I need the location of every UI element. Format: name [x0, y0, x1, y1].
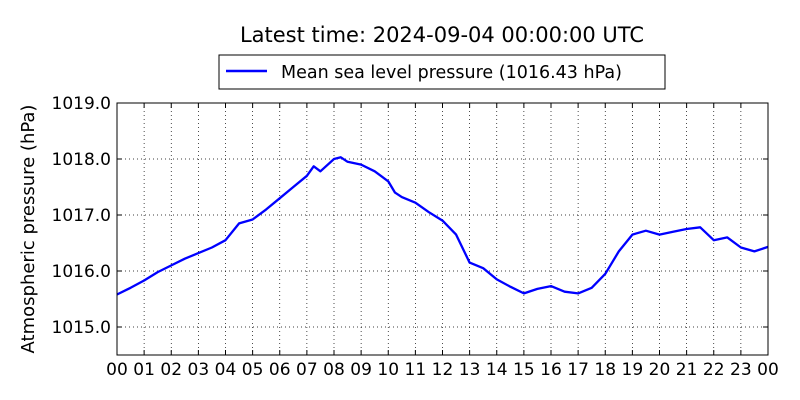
plot-frame	[116, 102, 769, 356]
y-tick-label: 1015.0	[52, 318, 111, 338]
grid	[117, 103, 768, 355]
x-tick-label: 07	[296, 360, 318, 380]
x-tick-label: 00	[757, 360, 779, 380]
x-tick-label: 04	[215, 360, 237, 380]
x-tick-label: 11	[405, 360, 427, 380]
x-tick-label: 12	[432, 360, 454, 380]
x-tick-label: 22	[703, 360, 725, 380]
x-tick-label: 05	[242, 360, 264, 380]
x-tick-label: 21	[676, 360, 698, 380]
legend: Mean sea level pressure (1016.43 hPa)	[218, 54, 666, 90]
y-axis-label: Atmospheric pressure (hPa)	[18, 105, 39, 354]
legend-label: Mean sea level pressure (1016.43 hPa)	[281, 63, 622, 83]
x-tick-label: 18	[594, 360, 616, 380]
x-tick-label: 20	[649, 360, 671, 380]
x-tick-label: 00	[106, 360, 128, 380]
chart-title: Latest time: 2024-09-04 00:00:00 UTC	[240, 23, 644, 47]
x-tick-label: 03	[188, 360, 210, 380]
y-tick-label: 1016.0	[52, 262, 111, 282]
y-axis: 1015.0 1016.0 1017.0 1018.0 1019.0	[52, 94, 768, 338]
x-tick-label: 10	[377, 360, 399, 380]
pressure-line	[116, 156, 769, 296]
y-tick-label: 1018.0	[52, 150, 111, 170]
x-tick-label: 16	[540, 360, 562, 380]
y-tick-label: 1017.0	[52, 206, 111, 226]
x-tick-label: 06	[269, 360, 291, 380]
x-tick-label: 02	[160, 360, 182, 380]
x-tick-label: 15	[513, 360, 535, 380]
x-tick-label: 13	[459, 360, 481, 380]
x-tick-label: 08	[323, 360, 345, 380]
x-tick-label: 23	[730, 360, 752, 380]
x-tick-label: 19	[622, 360, 644, 380]
x-tick-label: 01	[133, 360, 155, 380]
y-tick-label: 1019.0	[52, 94, 111, 114]
legend-box	[218, 54, 666, 90]
x-tick-label: 09	[350, 360, 372, 380]
x-tick-label: 17	[567, 360, 589, 380]
x-axis: 00 01 02 03 04 05 06 07 08 09 10 11 12 13 14 15 16 17 18 19…	[106, 103, 779, 380]
x-tick-label: 14	[486, 360, 508, 380]
